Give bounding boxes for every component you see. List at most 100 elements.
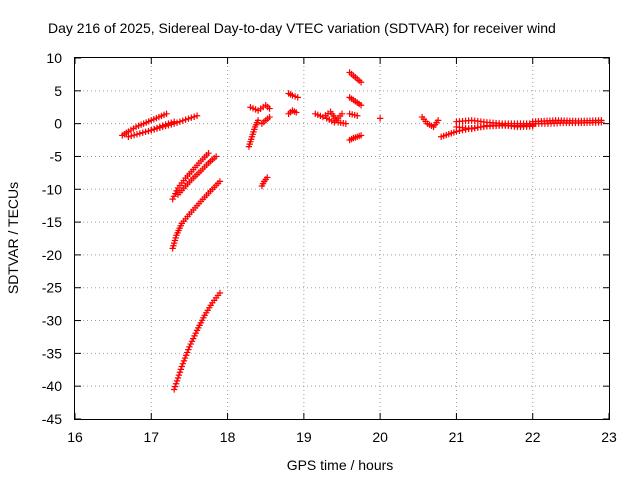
series-arc-g bbox=[170, 289, 224, 393]
data-point-marker bbox=[159, 123, 166, 131]
data-point-marker bbox=[293, 109, 300, 116]
y-tick-label: -10 bbox=[42, 181, 62, 197]
data-point-marker bbox=[156, 124, 164, 131]
data-point-marker bbox=[264, 174, 271, 181]
data-point-marker bbox=[254, 117, 262, 124]
y-tick-label: -15 bbox=[42, 214, 62, 230]
data-point-marker bbox=[477, 123, 485, 131]
data-point-marker bbox=[474, 124, 481, 131]
series-arc-c bbox=[148, 112, 201, 134]
data-point-marker bbox=[176, 118, 184, 125]
series-arc-m bbox=[285, 107, 300, 117]
series-arc-q bbox=[346, 94, 365, 109]
series-arc-u bbox=[418, 113, 442, 131]
series-arc-e bbox=[174, 153, 220, 198]
y-tick-label: -25 bbox=[42, 280, 62, 296]
x-axis-title: GPS time / hours bbox=[287, 457, 394, 473]
y-tick-label: -30 bbox=[42, 313, 62, 329]
data-point-marker bbox=[354, 112, 361, 119]
data-point-marker bbox=[216, 289, 224, 297]
series-arc-k bbox=[258, 113, 273, 127]
x-tick-label: 20 bbox=[372, 429, 388, 445]
data-point-marker bbox=[175, 371, 183, 379]
data-point-marker bbox=[153, 125, 161, 132]
data-point-marker bbox=[216, 178, 224, 185]
data-point-marker bbox=[177, 366, 185, 373]
data-point-marker bbox=[176, 369, 184, 376]
series-arc-a bbox=[119, 110, 170, 139]
data-point-marker bbox=[184, 349, 191, 356]
data-point-marker bbox=[125, 133, 132, 140]
data-point-marker bbox=[266, 113, 273, 121]
x-tick-labels: 16 17 18 19 20 21 22 23 bbox=[67, 429, 617, 445]
data-point-marker bbox=[128, 132, 135, 140]
data-point-marker bbox=[190, 113, 198, 120]
data-point-marker bbox=[170, 120, 178, 127]
data-point-marker bbox=[468, 125, 475, 133]
series-arc-f bbox=[169, 178, 224, 252]
data-point-marker bbox=[169, 195, 176, 203]
data-point-marker bbox=[168, 121, 175, 128]
data-point-marker bbox=[172, 380, 180, 387]
data-point-marker bbox=[133, 131, 141, 138]
data-point-marker bbox=[171, 383, 179, 390]
data-point-marker bbox=[139, 129, 146, 136]
series-arc-p bbox=[346, 69, 365, 86]
data-point-marker bbox=[145, 127, 152, 135]
data-point-marker bbox=[170, 193, 178, 200]
axis-ticks bbox=[74, 57, 610, 420]
data-point-marker bbox=[357, 79, 365, 86]
data-point-marker bbox=[188, 338, 196, 345]
data-point-marker bbox=[193, 112, 201, 119]
data-point-marker bbox=[190, 335, 197, 342]
data-point-marker bbox=[186, 343, 193, 350]
x-tick-label: 23 bbox=[601, 429, 617, 445]
data-point-marker bbox=[185, 115, 192, 122]
y-tick-label: -35 bbox=[42, 345, 62, 361]
data-point-marker bbox=[179, 360, 187, 367]
data-point-marker bbox=[188, 114, 195, 121]
data-point-marker bbox=[205, 149, 212, 157]
data-point-marker bbox=[338, 110, 346, 117]
plot-frame bbox=[74, 57, 610, 420]
data-point-marker bbox=[342, 120, 350, 127]
data-point-marker bbox=[182, 116, 189, 123]
data-markers bbox=[119, 69, 605, 393]
data-point-marker bbox=[212, 153, 220, 160]
data-point-marker bbox=[266, 105, 273, 112]
data-point-marker bbox=[357, 102, 365, 109]
series-arc-i bbox=[247, 102, 273, 114]
data-point-marker bbox=[165, 122, 172, 129]
x-tick-label: 18 bbox=[220, 429, 236, 445]
data-point-marker bbox=[357, 132, 365, 139]
series-arc-z bbox=[529, 117, 605, 125]
data-point-marker bbox=[182, 352, 190, 359]
y-tick-label: -20 bbox=[42, 247, 62, 263]
y-tick-labels: 10 5 0 -5 -10 -15 -20 -25 -30 -35 -40 -45 bbox=[42, 50, 62, 427]
y-tick-label: -40 bbox=[42, 378, 62, 394]
series-arc-s bbox=[346, 110, 361, 119]
series-arc-t bbox=[376, 115, 384, 122]
y-tick-label: -45 bbox=[42, 411, 62, 427]
series-arc-r bbox=[346, 132, 365, 144]
x-tick-label: 16 bbox=[67, 429, 83, 445]
y-tick-label: 0 bbox=[54, 116, 62, 132]
y-tick-label: 10 bbox=[46, 50, 62, 66]
x-tick-label: 22 bbox=[525, 429, 541, 445]
y-tick-label: -5 bbox=[50, 148, 63, 164]
data-point-marker bbox=[185, 346, 192, 353]
data-point-marker bbox=[136, 130, 144, 137]
series-arc-l bbox=[285, 90, 301, 101]
y-tick-label: 5 bbox=[54, 83, 62, 99]
y-axis-title: SDTVAR / TECUs bbox=[5, 182, 21, 294]
series-arc-j bbox=[258, 174, 271, 190]
data-point-marker bbox=[294, 94, 301, 101]
chart-title: Day 216 of 2025, Sidereal Day-to-day VTE… bbox=[48, 20, 556, 36]
grid bbox=[75, 58, 609, 419]
data-point-marker bbox=[148, 127, 155, 134]
data-point-marker bbox=[170, 386, 178, 393]
data-point-marker bbox=[174, 374, 182, 382]
x-tick-label: 17 bbox=[143, 429, 159, 445]
